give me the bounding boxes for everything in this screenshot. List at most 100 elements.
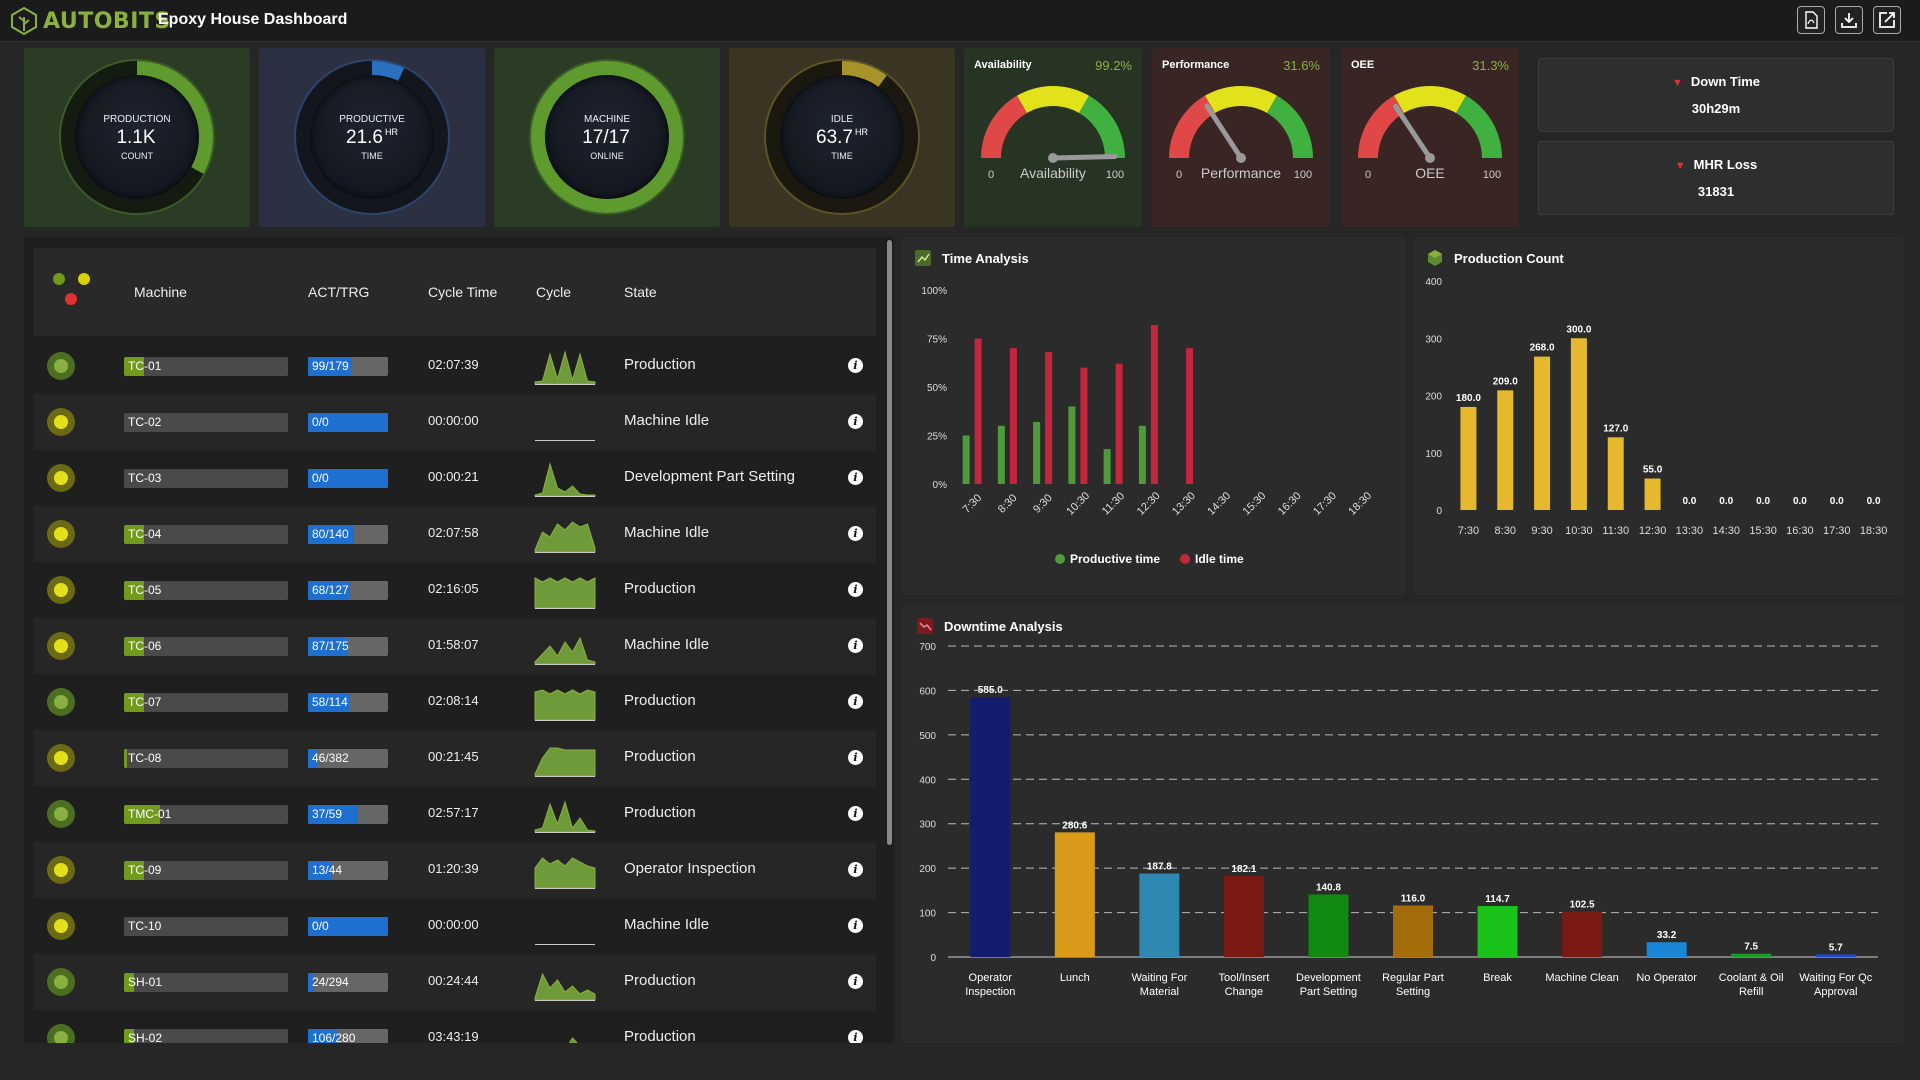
bar-idle[interactable] — [1186, 348, 1194, 484]
downtime-bar[interactable] — [1815, 954, 1856, 957]
info-icon[interactable]: i — [848, 750, 863, 765]
x-tick-label: Lunch — [1060, 972, 1090, 984]
info-icon[interactable]: i — [848, 358, 863, 373]
data-label: 180.0 — [1456, 393, 1481, 404]
downtime-bar[interactable] — [1223, 876, 1264, 957]
info-icon[interactable]: i — [848, 974, 863, 989]
production-bar[interactable] — [1534, 356, 1551, 510]
production-bar[interactable] — [1570, 338, 1587, 510]
production-bar[interactable] — [1460, 406, 1477, 510]
machine-state: Development Part Setting — [624, 468, 795, 485]
pdf-export-button[interactable] — [1797, 6, 1825, 34]
machine-progress: TC-03 — [124, 469, 288, 488]
table-row[interactable]: TC-10 0/0 00:00:00 Machine Idle i — [34, 898, 876, 954]
brand-logo: AUTOBITS — [10, 7, 171, 35]
gauge-percent: 31.3% — [1472, 58, 1509, 73]
table-row[interactable]: TC-05 68/127 02:16:05 Production i — [34, 562, 876, 618]
bar-productive[interactable] — [1033, 421, 1041, 484]
downtime-bar[interactable] — [1646, 942, 1687, 957]
table-row[interactable]: SH-01 24/294 00:24:44 Production i — [34, 954, 876, 1010]
bar-productive[interactable] — [1138, 425, 1146, 484]
time-analysis-title: Time Analysis — [942, 250, 1029, 266]
col-state[interactable]: State — [624, 284, 657, 300]
bar-productive[interactable] — [1103, 449, 1111, 484]
info-icon[interactable]: i — [848, 414, 863, 429]
bar-idle[interactable] — [1150, 324, 1158, 484]
legend-label[interactable]: Idle time — [1195, 552, 1244, 566]
table-row[interactable]: TC-02 0/0 00:00:00 Machine Idle i — [34, 394, 876, 450]
mhr-loss-label: MHR Loss — [1693, 157, 1758, 172]
downtime-bar[interactable] — [1562, 911, 1603, 957]
export-button[interactable] — [1873, 6, 1901, 34]
machine-name: TC-02 — [128, 415, 162, 429]
gauge-segment — [981, 95, 1027, 158]
gauge-dial: Performance 0 100 — [1169, 86, 1313, 181]
cycle-sparkline — [534, 972, 596, 1001]
downtime-bar[interactable] — [970, 697, 1011, 957]
cycle-sparkline — [534, 857, 596, 889]
kpi-card-machine: MACHINE 17/17 ONLINE — [494, 48, 720, 227]
info-icon[interactable]: i — [848, 694, 863, 709]
machine-progress: TC-05 — [124, 581, 288, 600]
act-trg-value: 46/382 — [312, 751, 349, 765]
info-icon[interactable]: i — [848, 582, 863, 597]
downtime-bar[interactable] — [1054, 832, 1095, 957]
info-icon[interactable]: i — [848, 1030, 863, 1043]
info-icon[interactable]: i — [848, 862, 863, 877]
x-tick-label: 7:30 — [961, 492, 985, 516]
downtime-bar[interactable] — [1477, 906, 1518, 957]
gauge-segment — [1267, 95, 1313, 158]
table-row[interactable]: TC-01 99/179 02:07:39 Production i — [34, 338, 876, 394]
gauge-dial: OEE 0 100 — [1358, 86, 1502, 181]
info-icon[interactable]: i — [848, 526, 863, 541]
x-tick-label: 13:30 — [1676, 525, 1704, 537]
y-tick-label: 300 — [919, 820, 936, 831]
table-row[interactable]: TC-09 13/44 01:20:39 Operator Inspection i — [34, 842, 876, 898]
col-cycle[interactable]: Cycle — [536, 284, 572, 300]
info-icon[interactable]: i — [848, 638, 863, 653]
table-row[interactable]: SH-02 106/280 03:43:19 Production i — [34, 1010, 876, 1043]
table-row[interactable]: TMC-01 37/59 02:57:17 Production i — [34, 786, 876, 842]
act-trg-bar: 46/382 — [308, 749, 388, 768]
info-icon[interactable]: i — [848, 918, 863, 933]
table-row[interactable]: TC-08 46/382 00:21:45 Production i — [34, 730, 876, 786]
table-row[interactable]: TC-07 58/114 02:08:14 Production i — [34, 674, 876, 730]
act-trg-bar: 106/280 — [308, 1029, 388, 1043]
machine-state: Production — [624, 356, 696, 373]
downtime-bar[interactable] — [1393, 905, 1433, 957]
kpi-unit: HR — [384, 126, 398, 137]
bar-productive[interactable] — [962, 435, 970, 485]
cycle-time: 00:24:44 — [428, 973, 479, 988]
downtime-bar[interactable] — [1731, 953, 1772, 957]
legend-label[interactable]: Productive time — [1070, 552, 1160, 566]
bar-idle[interactable] — [1115, 363, 1123, 484]
cycle-time: 01:58:07 — [428, 637, 479, 652]
production-bar[interactable] — [1607, 437, 1624, 510]
downtime-bar[interactable] — [1308, 894, 1349, 957]
table-row[interactable]: TC-04 80/140 02:07:58 Machine Idle i — [34, 506, 876, 562]
col-act-trg[interactable]: ACT/TRG — [308, 284, 370, 300]
table-scrollbar[interactable] — [887, 240, 892, 845]
data-label: 182.1 — [1231, 864, 1256, 875]
bar-idle[interactable] — [974, 338, 982, 485]
col-machine[interactable]: Machine — [134, 284, 187, 300]
bar-productive[interactable] — [997, 425, 1005, 484]
bar-idle[interactable] — [1009, 348, 1017, 484]
bar-idle[interactable] — [1045, 352, 1053, 484]
bar-productive[interactable] — [1068, 406, 1076, 484]
info-icon[interactable]: i — [848, 470, 863, 485]
data-label: 0.0 — [1867, 496, 1881, 507]
production-bar[interactable] — [1644, 478, 1661, 510]
cycle-sparkline — [534, 800, 596, 833]
download-button[interactable] — [1835, 6, 1863, 34]
table-row[interactable]: TC-03 0/0 00:00:21 Development Part Setting… — [34, 450, 876, 506]
bar-idle[interactable] — [1080, 367, 1088, 484]
down-time-card: ▼ Down Time 30h29m — [1538, 58, 1894, 132]
info-icon[interactable]: i — [848, 806, 863, 821]
downtime-bar[interactable] — [1139, 873, 1180, 957]
x-tick-label: 16:30 — [1786, 525, 1814, 537]
col-cycle-time[interactable]: Cycle Time — [428, 284, 498, 300]
table-row[interactable]: TC-06 87/175 01:58:07 Machine Idle i — [34, 618, 876, 674]
machine-name: TC-01 — [128, 359, 162, 373]
production-bar[interactable] — [1497, 390, 1514, 510]
